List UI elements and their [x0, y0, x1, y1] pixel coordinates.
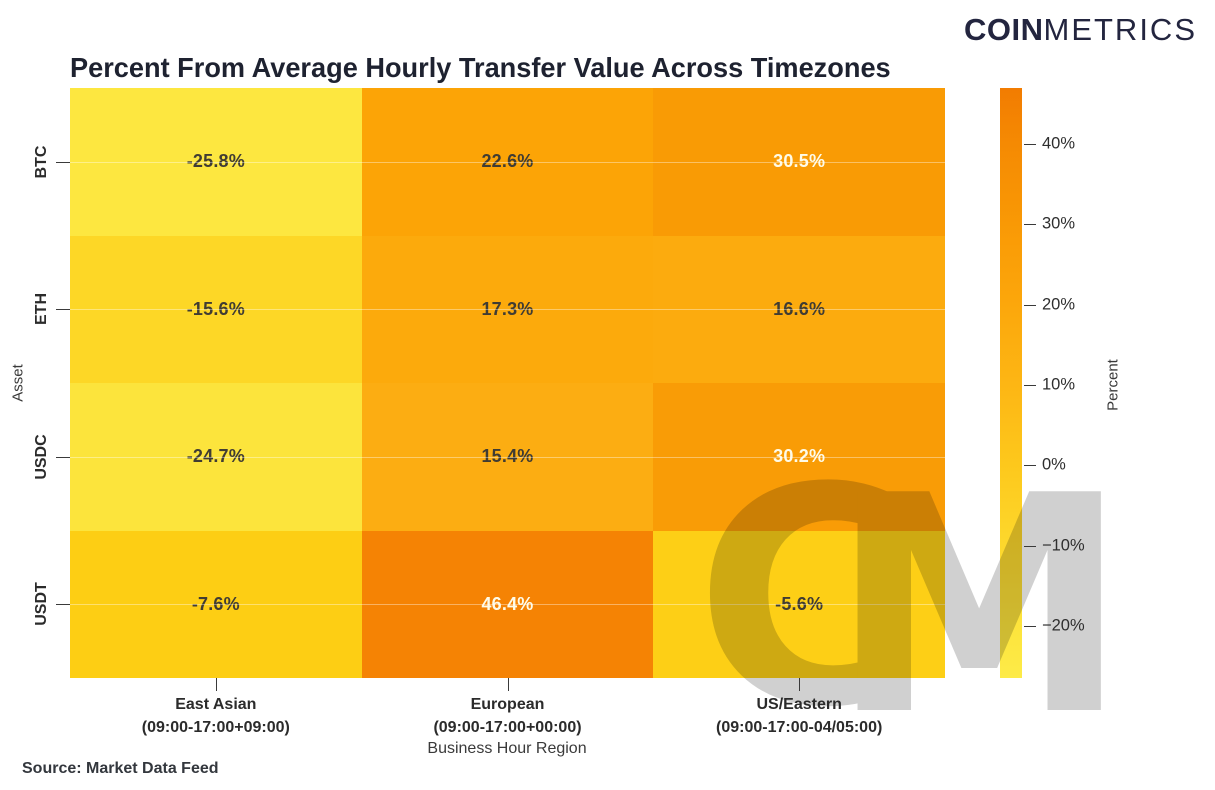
heatmap-cell-BTC-US-Eastern: 30.5% — [653, 88, 945, 236]
colorbar-tick — [1024, 304, 1036, 306]
x-category-US-Eastern: US/Eastern (09:00-17:00-04/05:00) — [639, 693, 959, 739]
heatmap-cell-USDC-US-Eastern: 30.2% — [653, 383, 945, 531]
x-axis-title: Business Hour Region — [427, 740, 587, 757]
x-category-hours: (09:00-17:00+09:00) — [141, 719, 290, 736]
y-tick — [56, 456, 70, 458]
chart-title: Percent From Average Hourly Transfer Val… — [70, 52, 891, 83]
colorbar-tick-label: 40% — [1042, 134, 1076, 153]
colorbar-tick — [1024, 465, 1036, 467]
y-category-USDC: USDC — [33, 434, 50, 480]
heatmap-cell-USDT-European: 46.4% — [361, 530, 654, 678]
heatmap-cell-USDT-East-Asian: -7.6% — [70, 530, 362, 678]
heatmap-cell-ETH-European: 17.3% — [361, 235, 654, 383]
y-category-USDT: USDT — [33, 582, 50, 627]
heatmap-cell-ETH-East-Asian: -15.6% — [70, 235, 362, 383]
source-note: Source: Market Data Feed — [22, 760, 219, 777]
x-tick — [215, 678, 217, 691]
colorbar-tick-label: 30% — [1042, 214, 1076, 233]
y-tick — [56, 604, 70, 606]
coinmetrics-logo: COINMETRICS — [964, 12, 1197, 48]
heatmap-cell-BTC-European: 22.6% — [361, 88, 654, 236]
colorbar-tick — [1024, 385, 1036, 386]
x-category-European: European (09:00-17:00+00:00) — [348, 693, 668, 739]
colorbar-gradient — [1000, 88, 1022, 678]
x-category-label: East Asian — [175, 696, 257, 713]
colorbar-tick — [1024, 545, 1036, 547]
colorbar-tick-label: −20% — [1042, 616, 1085, 635]
colorbar-tick-label: 0% — [1042, 455, 1066, 474]
x-category-hours: (09:00-17:00-04/05:00) — [715, 719, 883, 736]
heatmap-cell-BTC-East-Asian: -25.8% — [70, 88, 362, 236]
x-category-label: US/Eastern — [756, 696, 842, 713]
y-tick — [56, 309, 70, 311]
heatmap-cell-USDC-East-Asian: -24.7% — [70, 383, 362, 531]
colorbar-tick-label: 20% — [1042, 295, 1076, 314]
x-category-hours: (09:00-17:00+00:00) — [433, 719, 582, 736]
colorbar-tick — [1024, 625, 1036, 627]
x-tick — [799, 678, 801, 691]
x-tick — [507, 678, 509, 691]
y-axis-title: Asset — [9, 364, 27, 402]
heatmap-cell-ETH-US-Eastern: 16.6% — [653, 235, 945, 383]
colorbar-title: Percent — [1104, 359, 1122, 411]
heatmap-cell-USDC-European: 15.4% — [361, 383, 654, 531]
colorbar-tick — [1024, 144, 1036, 146]
x-category-East-Asian: East Asian (09:00-17:00+09:00) — [56, 693, 376, 739]
heatmap-plot: -25.8% 22.6% 30.5% -15.6% 17.3% 16.6% -24.7% 15… — [70, 88, 945, 678]
x-category-label: European — [470, 696, 545, 713]
y-tick — [56, 161, 70, 163]
colorbar-tick-label: −10% — [1042, 536, 1085, 555]
logo-text-metrics: METRICS — [1043, 12, 1197, 47]
heatmap-cell-USDT-US-Eastern: -5.6% — [653, 530, 945, 678]
y-category-ETH: ETH — [33, 293, 50, 326]
colorbar-tick — [1024, 224, 1036, 226]
logo-text-coin: COIN — [964, 12, 1044, 47]
y-category-BTC: BTC — [33, 145, 50, 179]
colorbar-tick-label: 10% — [1042, 375, 1076, 394]
